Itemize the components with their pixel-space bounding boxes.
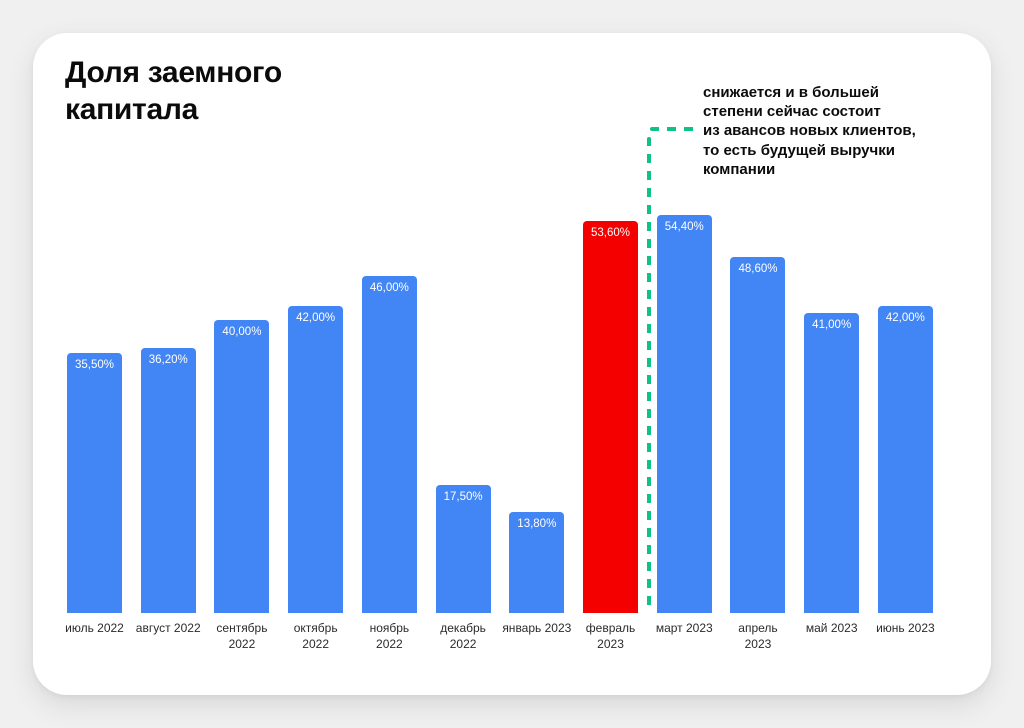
bar-value-label: 53,60% xyxy=(591,227,631,239)
bar: 40,00% xyxy=(214,320,270,613)
plot-cell: 42,00% xyxy=(877,196,933,613)
bar: 54,40% xyxy=(656,215,712,613)
axis-tick-label: сентябрь 2022 xyxy=(216,621,268,651)
bar: 42,00% xyxy=(877,306,933,613)
axis-tick-label: февраль 2023 xyxy=(585,621,636,651)
bar-column: 53,60% февраль 2023 xyxy=(574,196,647,652)
bar-highlighted: 53,60% xyxy=(583,221,639,613)
bar-column: 13,80% январь 2023 xyxy=(500,196,573,652)
bar: 48,60% xyxy=(730,257,786,613)
axis-tick-label: апрель 2023 xyxy=(738,621,778,651)
bar-value-label: 40,00% xyxy=(222,326,262,338)
bar-value-label: 36,20% xyxy=(148,354,188,366)
callout-connector-line-vertical xyxy=(647,137,651,613)
bar-value-label: 42,00% xyxy=(296,312,336,324)
bar: 35,50% xyxy=(67,353,122,613)
bar-value-label: 48,60% xyxy=(738,263,778,275)
bar: 36,20% xyxy=(140,348,196,613)
bar-column: 48,60% апрель 2023 xyxy=(721,196,794,652)
plot-cell: 41,00% xyxy=(804,196,860,613)
plot-cell: 35,50% xyxy=(67,196,122,613)
bar-column: 41,00% май 2023 xyxy=(795,196,868,652)
axis-tick-label: октябрь 2022 xyxy=(293,621,338,651)
bar-value-label: 46,00% xyxy=(369,282,409,294)
plot-cell: 53,60% xyxy=(583,196,639,613)
bar-value-label: 13,80% xyxy=(517,518,557,530)
bar-column: 54,40% март 2023 xyxy=(648,196,721,652)
slide-card: Доля заемного капитала снижается и в бол… xyxy=(33,33,991,695)
plot-cell: 54,40% xyxy=(656,196,712,613)
plot-cell: 46,00% xyxy=(361,196,417,613)
bar-column: 36,20% август 2022 xyxy=(132,196,205,652)
bar-chart: 35,50% июль 2022 36,20% август 2022 40,00% се… xyxy=(58,196,942,652)
axis-tick-label: март 2023 xyxy=(655,621,713,635)
bar-column: 46,00% ноябрь 2022 xyxy=(353,196,426,652)
axis-tick-label: декабрь 2022 xyxy=(440,621,486,651)
bar: 17,50% xyxy=(435,485,491,613)
axis-tick-label: май 2023 xyxy=(805,621,858,635)
axis-tick-label: ноябрь 2022 xyxy=(369,621,410,651)
bar: 41,00% xyxy=(804,313,860,613)
bar-value-label: 17,50% xyxy=(443,491,483,503)
bar-column: 40,00% сентябрь 2022 xyxy=(205,196,278,652)
plot-cell: 40,00% xyxy=(214,196,270,613)
plot-cell: 42,00% xyxy=(288,196,344,613)
plot-cell: 13,80% xyxy=(509,196,565,613)
axis-tick-label: июнь 2023 xyxy=(876,621,935,635)
bar-column: 42,00% июнь 2023 xyxy=(869,196,942,652)
bar-value-label: 41,00% xyxy=(812,319,852,331)
bar-column: 35,50% июль 2022 xyxy=(58,196,131,652)
bar-column: 42,00% октябрь 2022 xyxy=(279,196,352,652)
axis-tick-label: январь 2023 xyxy=(502,621,572,635)
plot-cell: 48,60% xyxy=(730,196,786,613)
bar: 42,00% xyxy=(288,306,344,613)
axis-tick-label: июль 2022 xyxy=(65,621,124,635)
bar: 13,80% xyxy=(509,512,565,613)
bar-value-label: 42,00% xyxy=(885,312,925,324)
plot-cell: 36,20% xyxy=(140,196,196,613)
callout-connector-line-horizontal xyxy=(650,127,697,131)
axis-tick-label: август 2022 xyxy=(135,621,201,635)
bar-column: 17,50% декабрь 2022 xyxy=(427,196,500,652)
bar-value-label: 35,50% xyxy=(74,359,114,371)
chart-title: Доля заемного капитала xyxy=(65,56,282,126)
plot-cell: 17,50% xyxy=(435,196,491,613)
callout-annotation-text: снижается и в большей степени сейчас сос… xyxy=(703,84,916,178)
bar: 46,00% xyxy=(361,276,417,613)
bar-value-label: 54,40% xyxy=(664,221,704,233)
